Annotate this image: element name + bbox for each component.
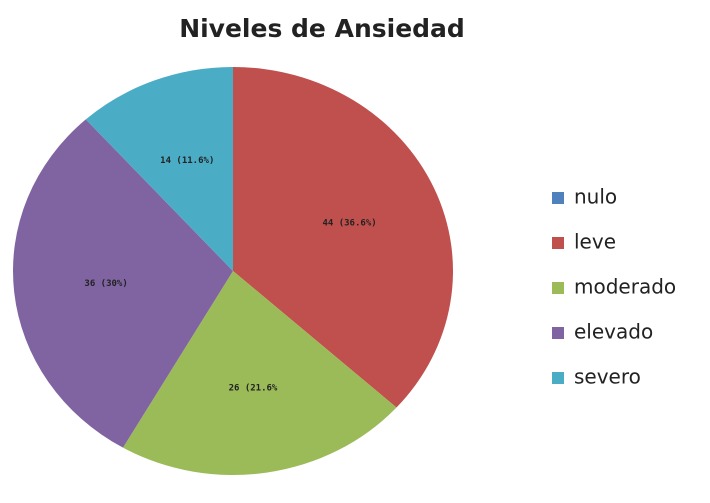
pie-slice	[85, 67, 234, 271]
data-label: 44 (36.6%)	[322, 218, 376, 228]
legend-label: nulo	[574, 185, 617, 209]
pie-slice	[12, 119, 233, 448]
legend-swatch	[552, 372, 564, 384]
legend-label: severo	[574, 365, 641, 389]
legend-swatch	[552, 192, 564, 204]
legend-swatch	[552, 237, 564, 249]
data-label: 14 (11.6%)	[160, 156, 214, 166]
pie-slice	[123, 271, 397, 475]
data-label: 36 (30%)	[84, 279, 127, 289]
data-label: 26 (21.6%	[229, 383, 278, 393]
pie-slice	[233, 67, 453, 408]
legend-swatch	[552, 327, 564, 339]
legend-swatch	[552, 282, 564, 294]
legend-label: elevado	[574, 320, 653, 344]
legend-label: moderado	[574, 275, 676, 299]
legend-label: leve	[574, 230, 616, 254]
chart-title: Niveles de Ansiedad	[179, 14, 465, 43]
